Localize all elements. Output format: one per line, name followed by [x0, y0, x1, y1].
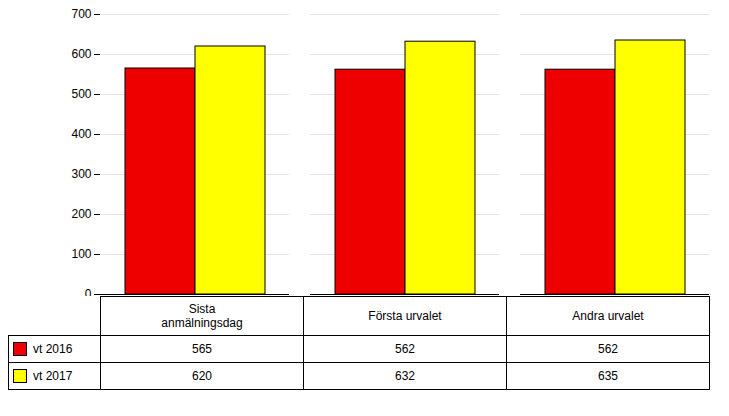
html-text:562: 562 [395, 342, 415, 356]
html-text:632: 632 [395, 369, 415, 383]
svg-text:600: 600 [71, 47, 91, 61]
svg-text:0: 0 [85, 287, 92, 296]
svg-text:100: 100 [71, 247, 91, 261]
svg-text:500: 500 [71, 87, 91, 101]
html-text:vt 2016: vt 2016 [33, 341, 73, 356]
html-text:Sista anmälningsdag: Sista anmälningsdag [161, 302, 243, 330]
html-text:Andra urvalet: Andra urvalet [572, 309, 644, 323]
svg-text:300: 300 [71, 167, 91, 181]
html-text:565: 565 [192, 342, 212, 356]
html-text:vt 2017: vt 2017 [33, 368, 73, 383]
html-text:620: 620 [192, 369, 212, 383]
svg-text:400: 400 [71, 127, 91, 141]
svg-text:700: 700 [71, 7, 91, 21]
html-text:562: 562 [598, 342, 618, 356]
html-text:Första urvalet: Första urvalet [368, 309, 442, 323]
svg-text:200: 200 [71, 207, 91, 221]
html-text:635: 635 [598, 369, 618, 383]
